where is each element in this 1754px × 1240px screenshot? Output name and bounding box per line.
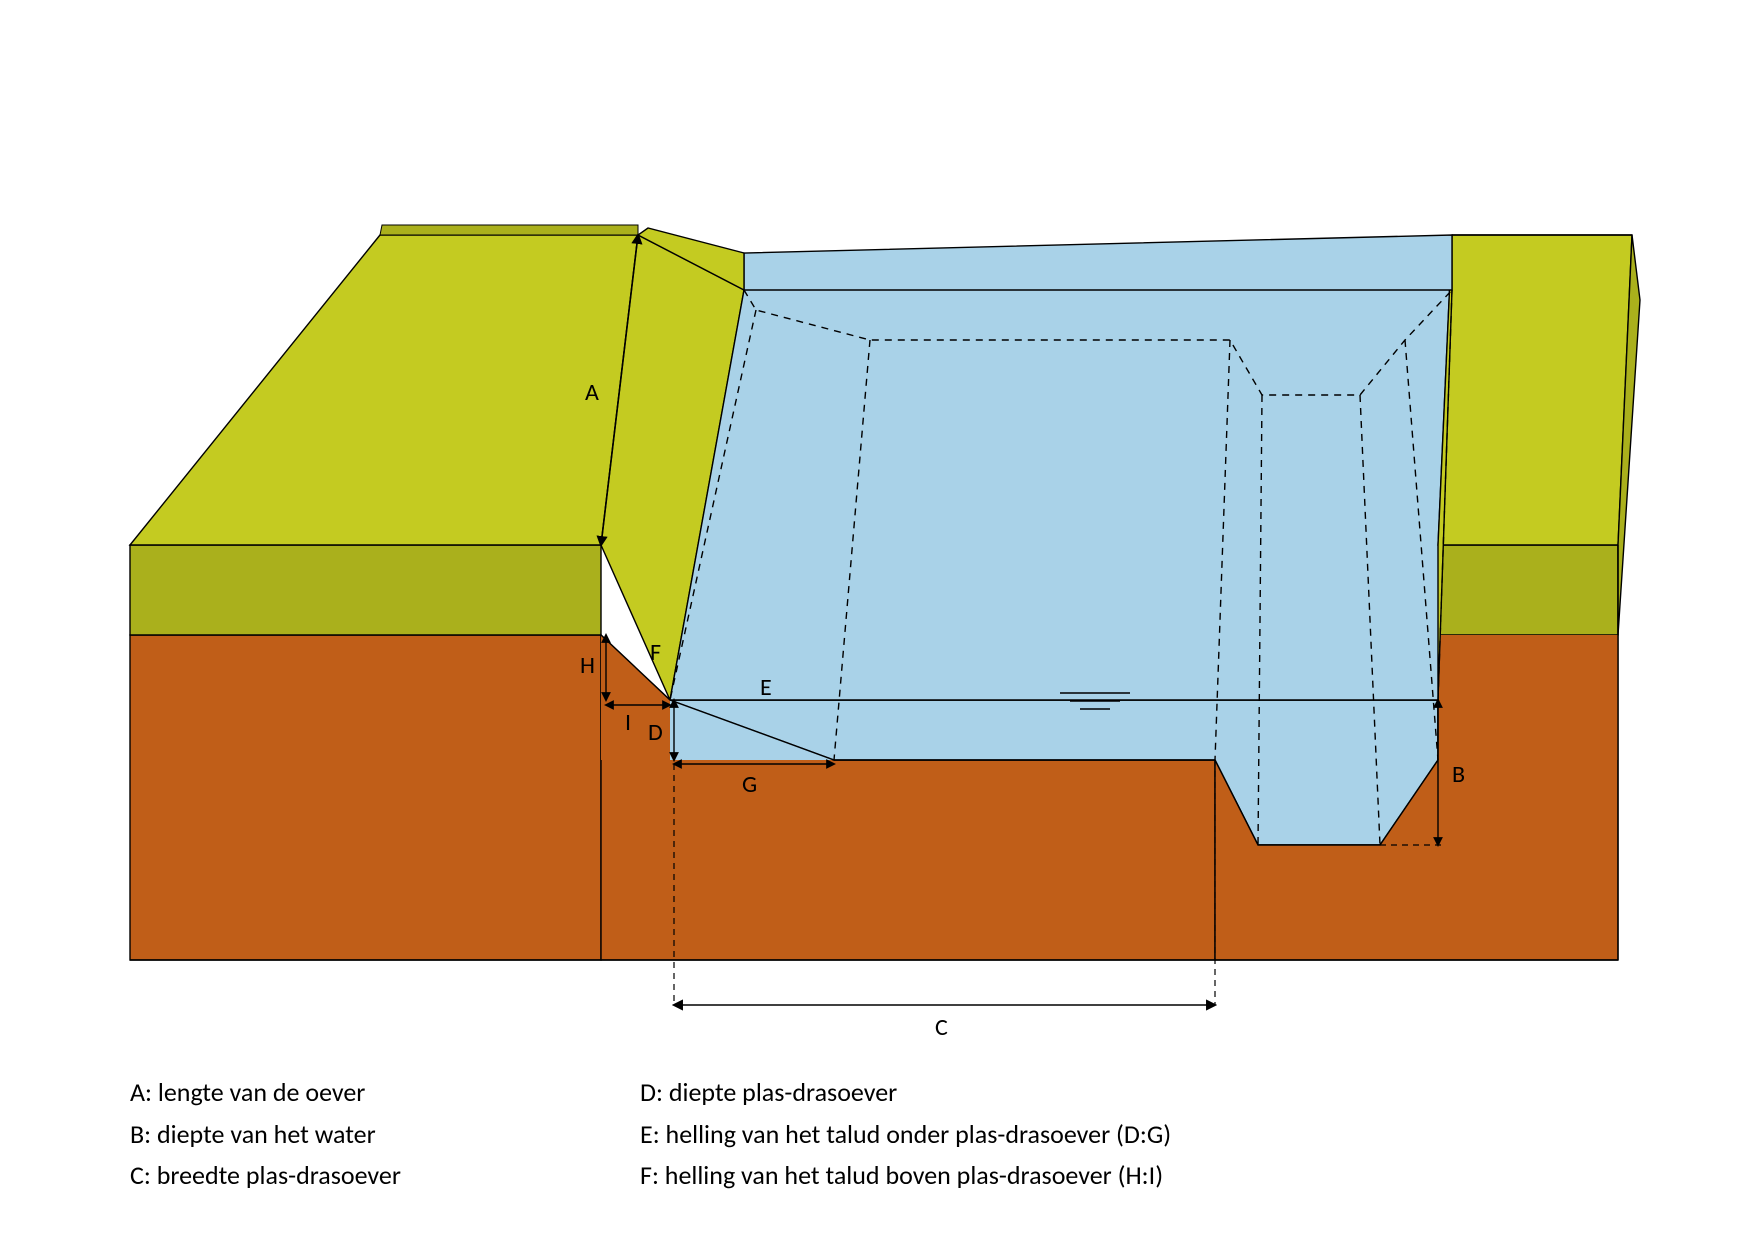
legend-col2: D: diepte plas-drasoever E: helling van … bbox=[640, 1072, 1171, 1197]
label-A: A bbox=[585, 378, 599, 407]
legend-D: D: diepte plas-drasoever bbox=[640, 1072, 1171, 1114]
legend-C: C: breedte plas-drasoever bbox=[130, 1155, 401, 1197]
soil-strip-right bbox=[1438, 635, 1618, 760]
legend-A: A: lengte van de oever bbox=[130, 1072, 401, 1114]
label-C: C bbox=[935, 1013, 948, 1042]
legend-F: F: helling van het talud boven plas-dras… bbox=[640, 1155, 1171, 1197]
legend-E: E: helling van het talud onder plas-dras… bbox=[640, 1114, 1171, 1156]
label-F: F bbox=[650, 638, 661, 667]
soil-front-left bbox=[130, 635, 601, 960]
water-top bbox=[670, 290, 1452, 700]
label-E: E bbox=[760, 673, 772, 702]
label-H: H bbox=[580, 651, 595, 680]
left-bank-grass-top bbox=[130, 235, 638, 545]
legend-col1: A: lengte van de oever B: diepte van het… bbox=[130, 1072, 401, 1197]
label-B: B bbox=[1452, 760, 1465, 789]
legend-B: B: diepte van het water bbox=[130, 1114, 401, 1156]
right-bank-grass-side bbox=[1438, 545, 1618, 635]
right-bank-grass-top bbox=[1438, 235, 1632, 545]
water-back-wall bbox=[744, 235, 1452, 290]
label-I: I bbox=[625, 708, 631, 737]
left-bank-ridge bbox=[380, 225, 638, 235]
left-bank-grass-side bbox=[130, 545, 601, 635]
label-D: D bbox=[648, 718, 663, 747]
label-G: G bbox=[742, 770, 757, 799]
